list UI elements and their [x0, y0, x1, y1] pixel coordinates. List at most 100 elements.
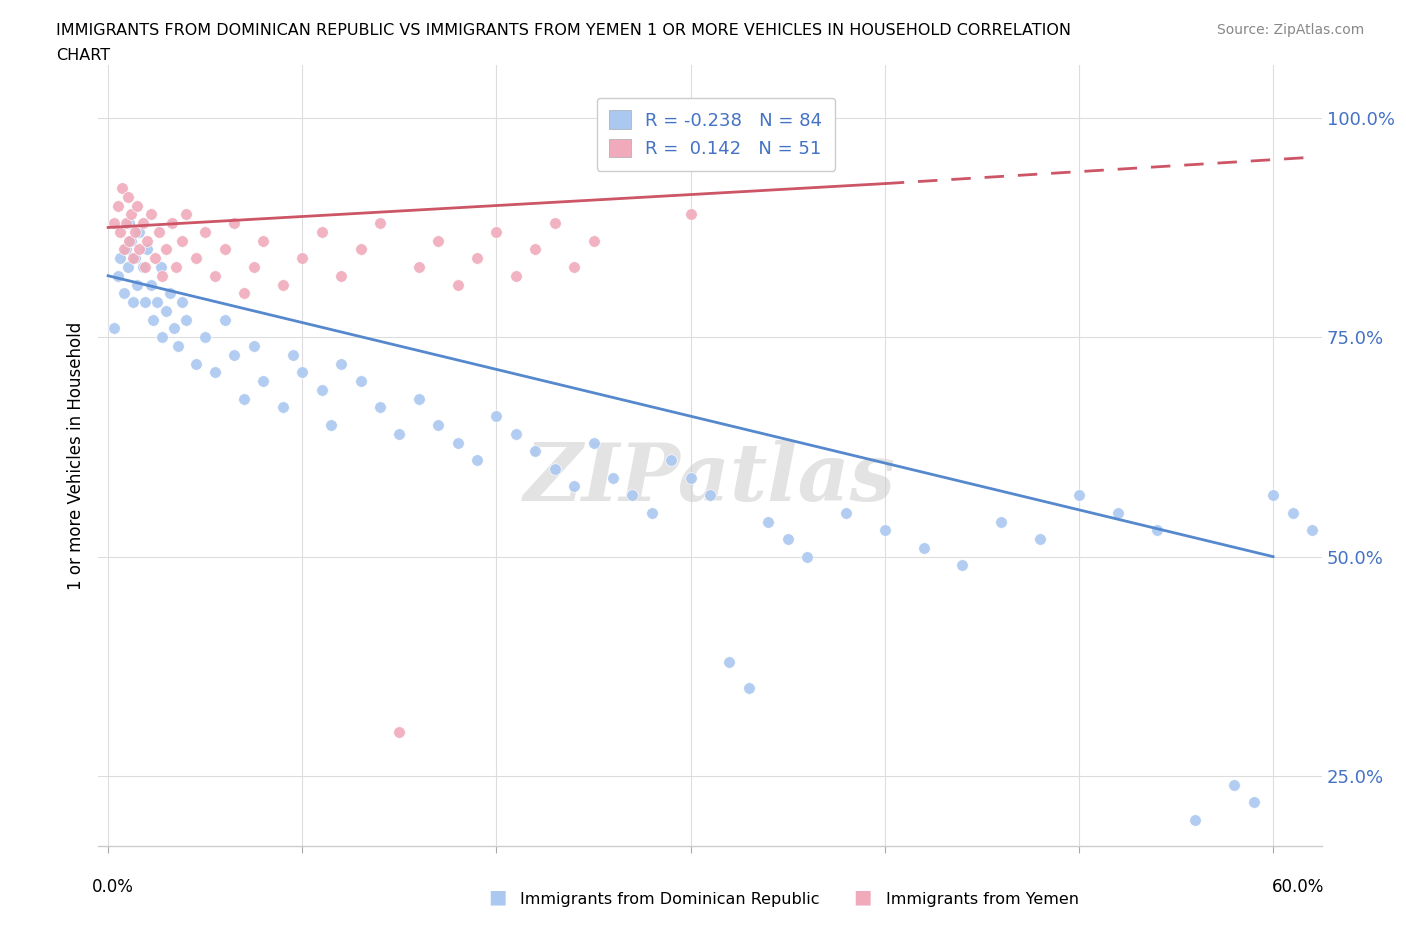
Point [143, 251, 166, 266]
Point [990, 514, 1012, 529]
Point [311, 224, 333, 239]
Point [582, 233, 605, 248]
Point [524, 444, 547, 458]
Point [427, 418, 450, 432]
Text: IMMIGRANTS FROM DOMINICAN REPUBLIC VS IMMIGRANTS FROM YEMEN 1 OR MORE VEHICLES I: IMMIGRANTS FROM DOMINICAN REPUBLIC VS IM… [56, 23, 1071, 38]
Point [108, 251, 131, 266]
Point [1378, 593, 1400, 608]
Point [174, 312, 197, 327]
Point [602, 471, 624, 485]
Point [204, 269, 226, 284]
Point [465, 251, 488, 266]
Point [194, 330, 217, 345]
Point [224, 347, 246, 362]
Point [912, 540, 935, 555]
Point [122, 251, 145, 266]
Point [679, 206, 702, 221]
Point [368, 400, 391, 415]
Point [134, 295, 156, 310]
Point [184, 251, 207, 266]
Point [252, 233, 274, 248]
Point [1223, 777, 1246, 792]
Point [349, 374, 371, 389]
Text: ■: ■ [853, 888, 872, 907]
Point [388, 724, 411, 739]
Point [446, 277, 468, 292]
Point [114, 242, 136, 257]
Point [214, 312, 236, 327]
Point [152, 330, 174, 345]
Point [446, 435, 468, 450]
Point [139, 277, 162, 292]
Point [756, 514, 779, 529]
Text: CHART: CHART [56, 48, 110, 63]
Text: 0.0%: 0.0% [93, 878, 134, 896]
Point [252, 374, 274, 389]
Legend: R = -0.238   N = 84, R =  0.142   N = 51: R = -0.238 N = 84, R = 0.142 N = 51 [596, 98, 835, 170]
Point [233, 392, 256, 406]
Point [485, 409, 508, 424]
Point [194, 224, 217, 239]
Point [128, 224, 150, 239]
Point [718, 655, 741, 670]
Point [562, 479, 585, 494]
Point [132, 259, 155, 274]
Point [122, 295, 145, 310]
Point [485, 224, 508, 239]
Point [155, 242, 177, 257]
Point [127, 277, 149, 292]
Point [224, 216, 246, 231]
Point [242, 339, 264, 353]
Point [120, 233, 142, 248]
Point [1261, 487, 1284, 502]
Point [103, 216, 125, 231]
Point [159, 286, 181, 300]
Text: Immigrants from Dominican Republic: Immigrants from Dominican Republic [520, 892, 820, 907]
Point [134, 259, 156, 274]
Point [271, 400, 294, 415]
Point [184, 356, 207, 371]
Point [167, 339, 190, 353]
Text: 60.0%: 60.0% [1271, 878, 1324, 896]
Point [1184, 813, 1206, 828]
Point [281, 347, 304, 362]
Point [117, 190, 139, 205]
Point [408, 392, 430, 406]
Point [107, 269, 129, 284]
Text: ■: ■ [488, 888, 506, 907]
Point [124, 251, 146, 266]
Point [368, 216, 391, 231]
Point [1320, 540, 1343, 555]
Point [1243, 795, 1265, 810]
Point [103, 321, 125, 336]
Point [128, 242, 150, 257]
Point [659, 453, 682, 468]
Text: ZIPatlas: ZIPatlas [524, 441, 896, 518]
Point [163, 321, 186, 336]
Point [165, 259, 187, 274]
Point [145, 295, 167, 310]
Point [427, 233, 450, 248]
Point [1301, 523, 1323, 538]
Point [114, 216, 136, 231]
Point [233, 286, 256, 300]
Point [271, 277, 294, 292]
Point [136, 242, 159, 257]
Point [544, 216, 567, 231]
Point [291, 251, 314, 266]
Point [242, 259, 264, 274]
Point [873, 523, 896, 538]
Text: Immigrants from Yemen: Immigrants from Yemen [886, 892, 1078, 907]
Point [136, 233, 159, 248]
Point [952, 558, 974, 573]
Point [204, 365, 226, 379]
Point [132, 216, 155, 231]
Point [1340, 558, 1362, 573]
Point [738, 681, 761, 696]
Point [465, 453, 488, 468]
Point [388, 426, 411, 441]
Point [505, 269, 527, 284]
Point [776, 532, 799, 547]
Point [311, 382, 333, 397]
Y-axis label: 1 or more Vehicles in Household: 1 or more Vehicles in Household [66, 322, 84, 590]
